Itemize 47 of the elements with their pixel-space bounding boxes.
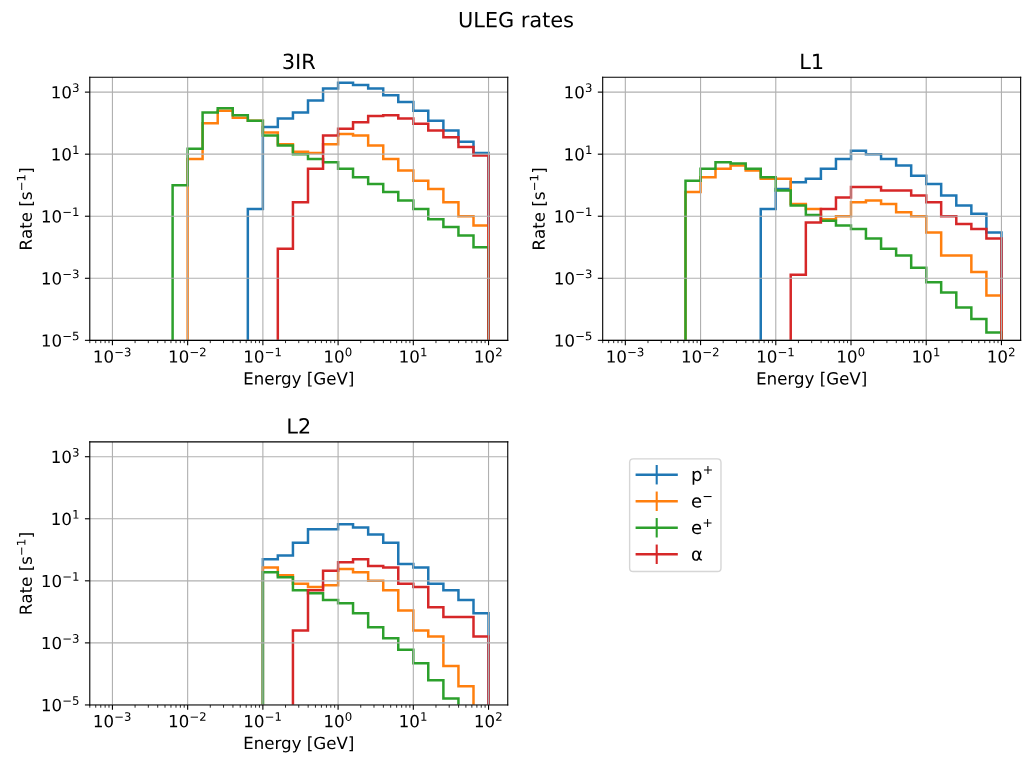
y-tick-label: 10$^{−5}$ [555,331,592,347]
y-axis-title: Rate [s$^{−1}$] [16,533,34,614]
y-tick-label: 10$^{3}$ [52,83,79,99]
x-tick-label: 10$^{−1}$ [245,712,281,728]
y-tick-label: 10$^{3}$ [565,83,592,99]
x-tick-label: 10$^{1}$ [913,347,940,363]
text: ULEG rates [459,11,573,28]
y-tick-label: 10$^{−1}$ [555,207,592,223]
x-tick-label: 10$^{1}$ [400,712,427,728]
y-tick-label: 10$^{1}$ [52,510,79,526]
y-tick-label: 10$^{1}$ [52,145,79,161]
x-tick-label: 10$^{0}$ [325,712,352,728]
y-tick-label: 10$^{−3}$ [42,269,79,285]
y-tick-label: 10$^{−5}$ [42,696,79,712]
x-axis-title: Energy [GeV] [757,371,866,388]
y-tick-label: 10$^{−5}$ [42,331,79,347]
x-tick-label: 10$^{−1}$ [245,347,281,363]
x-tick-label: 10$^{−3}$ [94,347,131,363]
y-tick-label: 10$^{1}$ [565,145,592,161]
x-axis-title: Energy [GeV] [244,736,353,753]
x-tick-label: 10$^{2}$ [988,347,1015,363]
legend-label: e$^{+}$ [692,519,712,535]
x-tick-label: 10$^{−3}$ [607,347,644,363]
y-tick-label: 10$^{−3}$ [42,634,79,650]
y-tick-label: 10$^{−3}$ [555,269,592,285]
x-tick-label: 10$^{−2}$ [169,347,206,363]
y-tick-label: 10$^{−1}$ [42,207,79,223]
x-tick-label: 10$^{−2}$ [169,712,206,728]
x-tick-label: 10$^{1}$ [400,347,427,363]
legend-label: e$^{−}$ [692,496,712,508]
y-tick-label: 10$^{−1}$ [42,572,79,588]
x-tick-label: 10$^{−1}$ [758,347,794,363]
chart-title: L1 [801,53,823,69]
y-axis-title: Rate [s$^{−1}$] [529,168,547,249]
legend-label: p$^{+}$ [692,466,712,485]
x-tick-label: 10$^{−3}$ [94,712,131,728]
x-axis-title: Energy [GeV] [244,371,353,388]
legend-label: α [692,550,703,561]
y-axis-title: Rate [s$^{−1}$] [16,168,34,249]
chart-title: 3IR [283,53,316,70]
x-tick-label: 10$^{−2}$ [682,347,719,363]
x-tick-label: 10$^{2}$ [475,347,502,363]
x-tick-label: 10$^{0}$ [838,347,865,363]
x-tick-label: 10$^{0}$ [325,347,352,363]
x-tick-label: 10$^{2}$ [475,712,502,728]
chart-title: L2 [288,418,310,434]
y-tick-label: 10$^{3}$ [52,447,79,464]
